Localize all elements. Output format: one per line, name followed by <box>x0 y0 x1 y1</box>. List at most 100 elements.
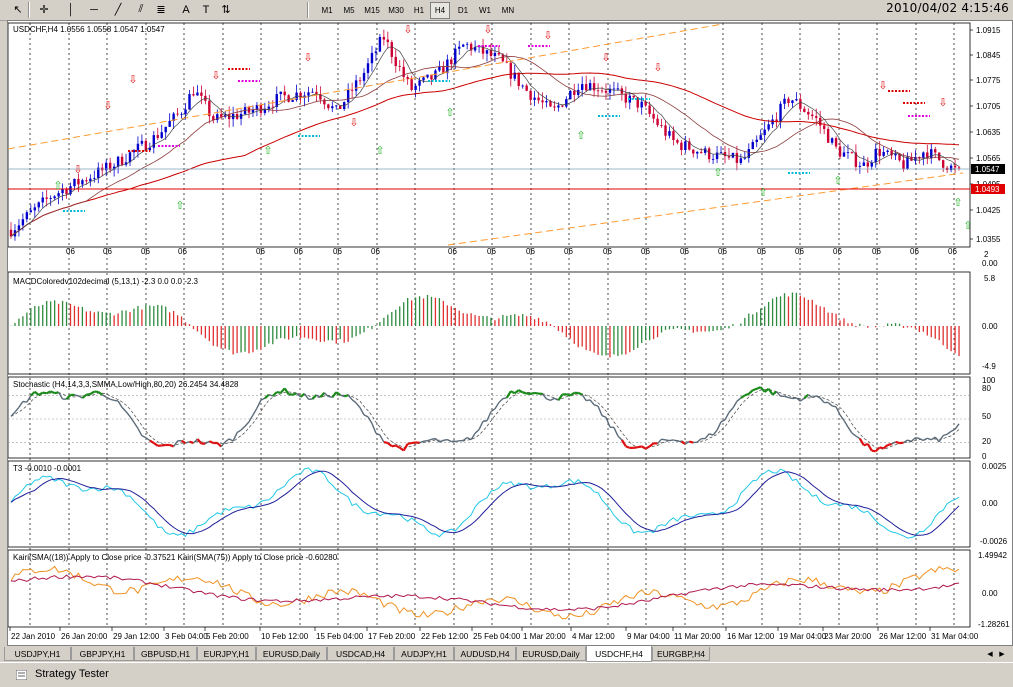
time-label: 22 Jan 2010 <box>11 632 56 641</box>
buy-arrow-icon: ⇧ <box>576 130 585 142</box>
candle-body <box>664 125 666 135</box>
candle-body <box>454 49 456 64</box>
price-label: 1.0355 <box>976 235 1001 244</box>
candle-body <box>510 63 512 79</box>
hour-label: 06 <box>872 247 881 256</box>
timeframe-h4[interactable]: H4 <box>430 2 450 19</box>
chart-tab[interactable]: GBPJPY,H1 <box>71 647 134 661</box>
time-label: 1 Mar 20:00 <box>523 632 566 641</box>
chart-window[interactable]: ⇧⇩⇩⇩⇧⇩⇧⇩⇩⇧⇩⇧⇩⇩⇧⇩⇩⇧⇧⇧⇩⇩⇧⇧USDCHF,H4 1.0556… <box>7 20 1013 646</box>
candle-body <box>26 212 28 219</box>
t3-scale-label: -0.0026 <box>980 537 1008 546</box>
candle-body <box>537 98 539 101</box>
timeframe-d1[interactable]: D1 <box>452 2 474 19</box>
candle-body <box>835 138 837 146</box>
timeframe-m30[interactable]: M30 <box>384 2 408 19</box>
candle-body <box>692 150 694 154</box>
candle-body <box>875 149 877 162</box>
text-icon[interactable]: A <box>178 2 194 17</box>
price-label: 1.0845 <box>976 51 1001 60</box>
timeframe-m1[interactable]: M1 <box>316 2 338 19</box>
chart-tab[interactable]: EURJPY,H1 <box>197 647 256 661</box>
hour-label: 06 <box>448 247 457 256</box>
candle-body <box>141 141 143 144</box>
trendline-icon[interactable]: ╱ <box>110 2 126 17</box>
candle-body <box>490 50 492 56</box>
macd-title: MACDColoredv102decimal (5,13,1) -2.3 0.0… <box>13 277 199 286</box>
candle-body <box>518 73 520 86</box>
sell-arrow-icon: ⇩ <box>653 62 662 74</box>
candle-body <box>879 149 881 156</box>
buy-arrow-icon: ⇧ <box>53 180 62 192</box>
candle-body <box>763 130 765 136</box>
candle-body <box>652 114 654 119</box>
scroll-right-icon[interactable]: ▶ <box>997 648 1007 659</box>
time-label: 9 Mar 04:00 <box>627 632 670 641</box>
candle-body <box>379 37 381 52</box>
chart-tab[interactable]: USDCHF,H4 <box>586 646 652 662</box>
stoch-segment <box>535 393 539 394</box>
timeframe-m15[interactable]: M15 <box>360 2 384 19</box>
candle-body <box>625 94 627 103</box>
candle-body <box>660 125 662 126</box>
stoch-segment <box>638 446 642 447</box>
candle-body <box>466 44 468 45</box>
buy-arrow-icon: ⇧ <box>175 200 184 212</box>
candle-body <box>418 80 420 85</box>
stoch-segment <box>43 393 47 394</box>
timeframe-mn[interactable]: MN <box>496 2 520 19</box>
hour-label: 06 <box>178 247 187 256</box>
arrows-icon[interactable]: ⇅ <box>218 2 234 17</box>
clock: 2010/04/02 4:15:46 <box>886 1 1009 15</box>
candle-body <box>522 86 524 87</box>
candle-body <box>922 152 924 158</box>
candle-body <box>783 99 785 104</box>
strategy-tester-label[interactable]: Strategy Tester <box>35 668 109 680</box>
t3-title: T3 -0.0010 -0.0001 <box>13 464 82 473</box>
chart-canvas[interactable]: ⇧⇩⇩⇩⇧⇩⇧⇩⇩⇧⇩⇧⇩⇩⇧⇩⇩⇧⇧⇧⇩⇩⇧⇧USDCHF,H4 1.0556… <box>8 21 1013 647</box>
candle-body <box>601 91 603 92</box>
candle-body <box>680 143 682 150</box>
chart-tab[interactable]: GBPUSD,H1 <box>134 647 197 661</box>
crosshair-icon[interactable]: ✛ <box>36 2 52 17</box>
candle-body <box>93 178 95 179</box>
scroll-left-icon[interactable]: ◀ <box>985 648 995 659</box>
label-icon[interactable]: T <box>198 2 214 17</box>
kairi-title: Kairi(SMA((18)) Apply to Close price -0.… <box>13 553 338 562</box>
timeframe-w1[interactable]: W1 <box>474 2 496 19</box>
t3-scale-label: 0.0025 <box>982 462 1007 471</box>
channel-icon[interactable]: ⫽ <box>133 2 149 17</box>
candle-body <box>498 53 500 54</box>
fibonacci-icon[interactable]: ≣ <box>153 2 169 17</box>
chart-tab[interactable]: USDCAD,H4 <box>327 647 394 661</box>
chart-tab[interactable]: EURUSD,Daily <box>516 647 586 661</box>
candle-body <box>85 180 87 181</box>
time-label: 22 Feb 12:00 <box>421 632 469 641</box>
chart-tab[interactable]: EURGBP,H4 <box>652 647 710 661</box>
cursor-icon[interactable]: ↖ <box>10 2 26 17</box>
price-label: 1.0635 <box>976 128 1001 137</box>
candle-body <box>200 93 202 96</box>
stoch-segment <box>689 442 693 443</box>
candle-body <box>371 53 373 63</box>
timeframe-m5[interactable]: M5 <box>338 2 360 19</box>
chart-tab[interactable]: EURUSD,Daily <box>256 647 327 661</box>
chart-tab[interactable]: AUDJPY,H1 <box>394 647 454 661</box>
chart-tab[interactable]: USDJPY,H1 <box>4 647 71 661</box>
candle-body <box>803 109 805 112</box>
time-label: 15 Feb 04:00 <box>316 632 364 641</box>
candle-body <box>462 45 464 47</box>
buy-arrow-icon: ⇧ <box>963 220 972 232</box>
current-price-label: 1.0547 <box>975 165 1000 174</box>
timeframe-h1[interactable]: H1 <box>408 2 430 19</box>
stoch-segment <box>455 441 459 442</box>
sell-arrow-icon: ⇩ <box>878 80 887 92</box>
kairi-scale-label: 0.00 <box>982 589 998 598</box>
candle-body <box>355 80 357 90</box>
kairi-scale-label: 1.49942 <box>978 551 1007 560</box>
horizontal-line-icon[interactable]: ─ <box>86 2 102 17</box>
candle-body <box>597 90 599 91</box>
vertical-line-icon[interactable]: │ <box>63 2 79 17</box>
chart-tab[interactable]: AUDUSD,H4 <box>454 647 516 661</box>
candle-body <box>351 90 353 91</box>
